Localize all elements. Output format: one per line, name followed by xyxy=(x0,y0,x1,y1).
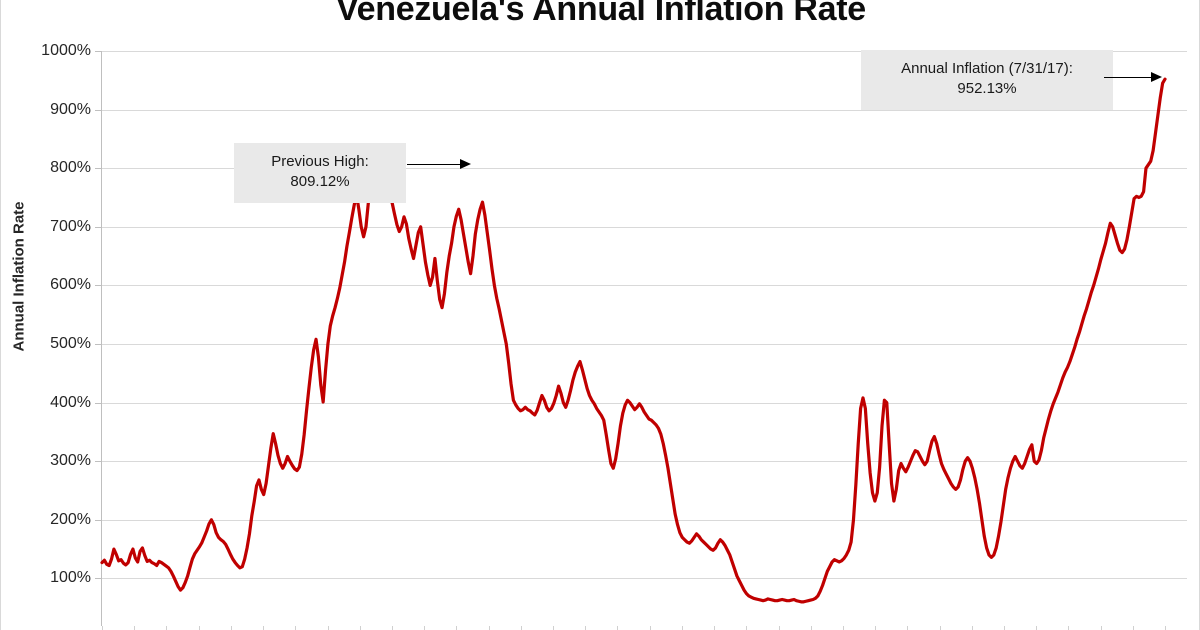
gridline xyxy=(102,285,1187,287)
x-axis-tick-mark xyxy=(391,626,393,630)
x-axis-tick-mark xyxy=(166,626,168,630)
y-axis-tick-label: 800% xyxy=(50,159,91,177)
y-axis-tick-mark xyxy=(95,109,102,111)
x-axis-tick-mark xyxy=(424,626,426,630)
y-axis-tick-label: 900% xyxy=(50,100,91,118)
x-axis-tick-mark xyxy=(1100,626,1102,630)
x-axis-tick-mark xyxy=(456,626,458,630)
gridline xyxy=(102,109,1187,111)
annotation-leader-line-previous-high xyxy=(407,164,463,166)
x-axis-tick-mark xyxy=(810,626,812,630)
y-axis-tick-mark xyxy=(95,344,102,345)
x-axis-tick-mark xyxy=(681,626,683,630)
x-axis-tick-mark xyxy=(1036,626,1038,630)
gridline xyxy=(102,51,1187,52)
x-axis-tick-mark xyxy=(553,626,554,630)
x-axis-tick-group xyxy=(102,626,1187,630)
y-axis-tick-mark xyxy=(95,285,102,287)
y-axis-tick-label: 600% xyxy=(50,276,91,294)
y-axis-tick-mark xyxy=(95,168,102,170)
x-axis-tick-mark xyxy=(875,626,877,630)
gridline xyxy=(102,168,1187,170)
y-axis-tick-label: 700% xyxy=(50,217,91,235)
x-axis-tick-mark xyxy=(327,626,329,630)
gridline xyxy=(102,226,1187,228)
y-axis-tick-mark xyxy=(95,519,102,521)
y-axis-tick-label: 500% xyxy=(50,335,91,352)
x-axis-tick-mark xyxy=(778,626,780,630)
x-axis-tick-mark xyxy=(585,626,587,630)
y-axis-tick-mark xyxy=(95,226,102,228)
x-axis-tick-mark xyxy=(971,626,973,630)
x-axis-tick-mark xyxy=(907,626,909,630)
x-axis-tick-mark xyxy=(230,626,232,630)
x-axis-tick-mark xyxy=(714,626,715,630)
y-axis-tick-mark xyxy=(95,578,102,580)
x-axis-tick-mark xyxy=(359,626,361,630)
y-axis-tick-mark xyxy=(95,51,102,52)
x-axis-tick-mark xyxy=(520,626,522,630)
chart-title: Venezuela's Annual Inflation Rate xyxy=(336,0,866,28)
x-axis-tick-mark xyxy=(263,626,265,630)
y-axis-tick-label: 200% xyxy=(50,510,91,528)
x-axis-tick-mark xyxy=(746,626,748,630)
y-axis-tick-label: 400% xyxy=(50,393,91,411)
annotation-current-inflation: Annual Inflation (7/31/17): 952.13% xyxy=(861,50,1113,110)
x-axis-tick-mark xyxy=(1068,626,1070,630)
x-axis-tick-mark xyxy=(1165,626,1166,630)
x-axis-tick-mark xyxy=(488,626,490,630)
arrow-head-icon xyxy=(460,159,471,169)
y-axis-tick-mark xyxy=(95,461,102,463)
plot-area xyxy=(102,51,1187,626)
x-axis-tick-mark xyxy=(842,626,844,630)
x-axis-tick-mark xyxy=(1132,626,1134,630)
x-axis-tick-mark xyxy=(939,626,941,630)
y-axis-line xyxy=(101,51,102,626)
x-axis-tick-mark xyxy=(295,626,297,630)
series-line-annual-inflation xyxy=(102,79,1165,602)
gridline xyxy=(102,578,1187,580)
annotation-leader-line-current xyxy=(1104,77,1154,79)
x-axis-tick-mark xyxy=(134,626,136,630)
y-axis-tick-mark xyxy=(95,402,102,404)
x-axis-tick-mark xyxy=(1003,626,1005,630)
y-axis-tick-label: 300% xyxy=(50,452,91,470)
gridline xyxy=(102,402,1187,404)
gridline xyxy=(102,344,1187,345)
x-axis-tick-mark xyxy=(102,626,103,630)
gridline xyxy=(102,519,1187,521)
y-axis-tick-label: 1000% xyxy=(41,42,91,59)
annotation-previous-high: Previous High: 809.12% xyxy=(234,143,406,203)
series-line-chart xyxy=(102,51,1187,626)
x-axis-tick-mark xyxy=(649,626,651,630)
arrow-head-icon xyxy=(1151,72,1162,82)
y-axis-tick-label: 100% xyxy=(50,569,91,587)
x-axis-tick-mark xyxy=(617,626,619,630)
gridline xyxy=(102,461,1187,463)
x-axis-tick-mark xyxy=(198,626,200,630)
